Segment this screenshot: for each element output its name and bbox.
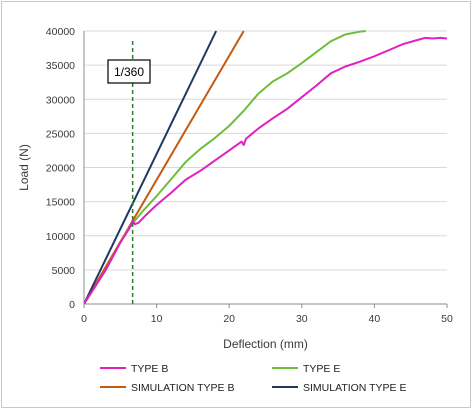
y-tick-label: 10000 [46,231,75,243]
y-tick-label: 25000 [46,128,75,140]
y-axis-title: Load (N) [17,144,31,191]
x-axis-title: Deflection (mm) [223,337,308,351]
y-tick-label: 15000 [46,197,75,209]
annotation-box [107,59,151,84]
x-tick-label: 30 [296,313,308,325]
y-tick-label: 20000 [46,163,75,175]
series-line-type-b [84,36,448,304]
y-tick-label: 30000 [46,94,75,106]
annotation-label: 1/360 [114,65,144,79]
y-tick-label: 35000 [46,60,75,72]
legend: TYPE B TYPE E SIMULATION TYPE B SIMULATION … [100,363,406,394]
y-tick-label: 40000 [46,26,75,38]
annotation: 1/360 [107,41,151,304]
x-tick-label: 10 [151,313,163,325]
y-tick-label: 5000 [52,265,76,277]
legend-label-simulation-type-b: SIMULATION TYPE B [131,382,234,394]
axes: 0 5000 10000 15000 20000 25000 30000 35000 40000… [46,26,453,325]
series-line-simulation-type-b [84,30,245,304]
line-chart: 0 5000 10000 15000 20000 25000 30000 35000 40000… [17,26,453,394]
x-tick-label: 40 [369,313,381,325]
x-tick-label: 0 [81,313,87,325]
y-tick-label: 0 [69,299,75,311]
series-line-simulation-type-e [84,30,218,304]
legend-label-type-e: TYPE E [303,363,340,375]
legend-label-type-b: TYPE B [131,363,168,375]
legend-label-simulation-type-e: SIMULATION TYPE E [303,382,406,394]
x-tick-label: 50 [441,313,453,325]
x-tick-label: 20 [223,313,235,325]
series-lines [84,30,448,304]
chart-frame: 0 5000 10000 15000 20000 25000 30000 35000 40000… [1,1,471,408]
